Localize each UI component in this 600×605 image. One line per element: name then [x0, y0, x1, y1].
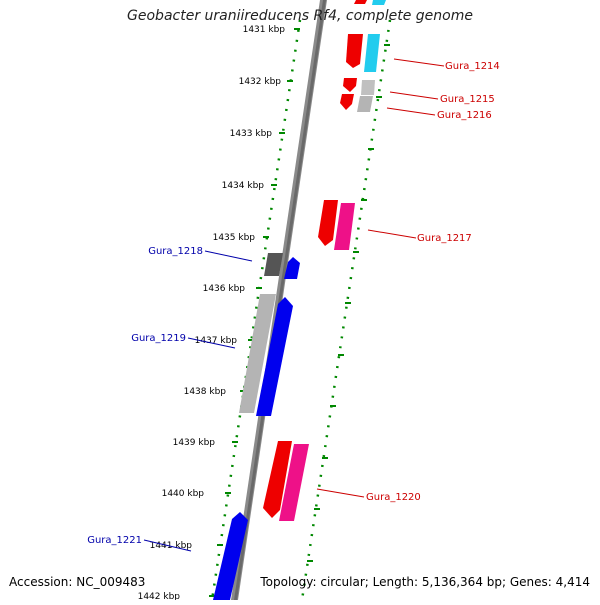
scale-right-ticks: [307, 44, 390, 562]
scale-label-1440: 1440 kbp: [162, 489, 205, 499]
gene-arrow-gura-1217[interactable]: [318, 200, 338, 246]
gene-label-gura-1218[interactable]: Gura_1218: [148, 246, 203, 257]
gene-label-gura-1220[interactable]: Gura_1220: [366, 492, 421, 503]
gene-arrow-gura-1219-gray[interactable]: [239, 294, 276, 413]
gene-arrow-gura-1221[interactable]: [213, 512, 248, 600]
forward-strand-genes: [263, 0, 386, 521]
gene-arrow-gura-1220-pink[interactable]: [279, 444, 309, 521]
gene-arrow-gura-1220[interactable]: [263, 441, 292, 518]
gene-arrow-gura-1214-a[interactable]: [354, 0, 367, 4]
scale-label-1431: 1431 kbp: [243, 25, 286, 35]
gene-arrow-gura-1216-gray[interactable]: [357, 96, 373, 112]
reverse-gene-labels: Gura_1218 Gura_1219 Gura_1221: [87, 246, 203, 546]
gene-arrow-gura-1214[interactable]: [346, 34, 363, 68]
gene-arrow-gura-1216[interactable]: [340, 94, 354, 110]
gene-label-gura-1215[interactable]: Gura_1215: [440, 94, 495, 105]
scale-label-1434: 1434 kbp: [222, 181, 265, 191]
gene-arrow-gura-1215-gray[interactable]: [361, 80, 375, 95]
gene-label-gura-1216[interactable]: Gura_1216: [437, 110, 492, 121]
gene-label-gura-1214[interactable]: Gura_1214: [445, 61, 500, 72]
scale-label-1438: 1438 kbp: [184, 387, 227, 397]
scale-label-1432: 1432 kbp: [239, 77, 282, 87]
gene-arrow-gura-1214-b[interactable]: [372, 0, 386, 5]
gene-arrow-gura-1214-cyan[interactable]: [364, 34, 380, 72]
genome-title: Geobacter uraniireducens Rf4, complete g…: [127, 8, 473, 24]
scale-label-1433: 1433 kbp: [230, 129, 273, 139]
gene-arrow-gura-1215[interactable]: [343, 78, 357, 92]
reverse-strand-genes: [213, 253, 300, 600]
gene-label-gura-1217[interactable]: Gura_1217: [417, 233, 472, 244]
scale-label-1437: 1437 kbp: [195, 336, 238, 346]
forward-gene-labels: Gura_1214 Gura_1215 Gura_1216 Gura_1217 …: [366, 61, 500, 503]
gene-arrow-gura-1218-gray[interactable]: [264, 253, 283, 276]
scale-label-1435: 1435 kbp: [213, 233, 256, 243]
scale-label-1442: 1442 kbp: [138, 592, 181, 600]
gene-label-gura-1221[interactable]: Gura_1221: [87, 535, 142, 546]
genome-summary-text: Topology: circular; Length: 5,136,364 bp…: [260, 575, 590, 589]
gene-leader-lines: [143, 58, 445, 552]
gene-arrow-gura-1218[interactable]: [284, 257, 300, 279]
scale-label-1439: 1439 kbp: [173, 438, 216, 448]
scale-label-1436: 1436 kbp: [203, 284, 246, 294]
gene-label-gura-1219[interactable]: Gura_1219: [131, 333, 186, 344]
gene-arrow-gura-1217-pink[interactable]: [334, 203, 355, 250]
accession-text: Accession: NC_009483: [9, 575, 146, 589]
gene-arrow-gura-1219[interactable]: [256, 297, 293, 416]
genome-backbone-shade: [234, 0, 326, 600]
